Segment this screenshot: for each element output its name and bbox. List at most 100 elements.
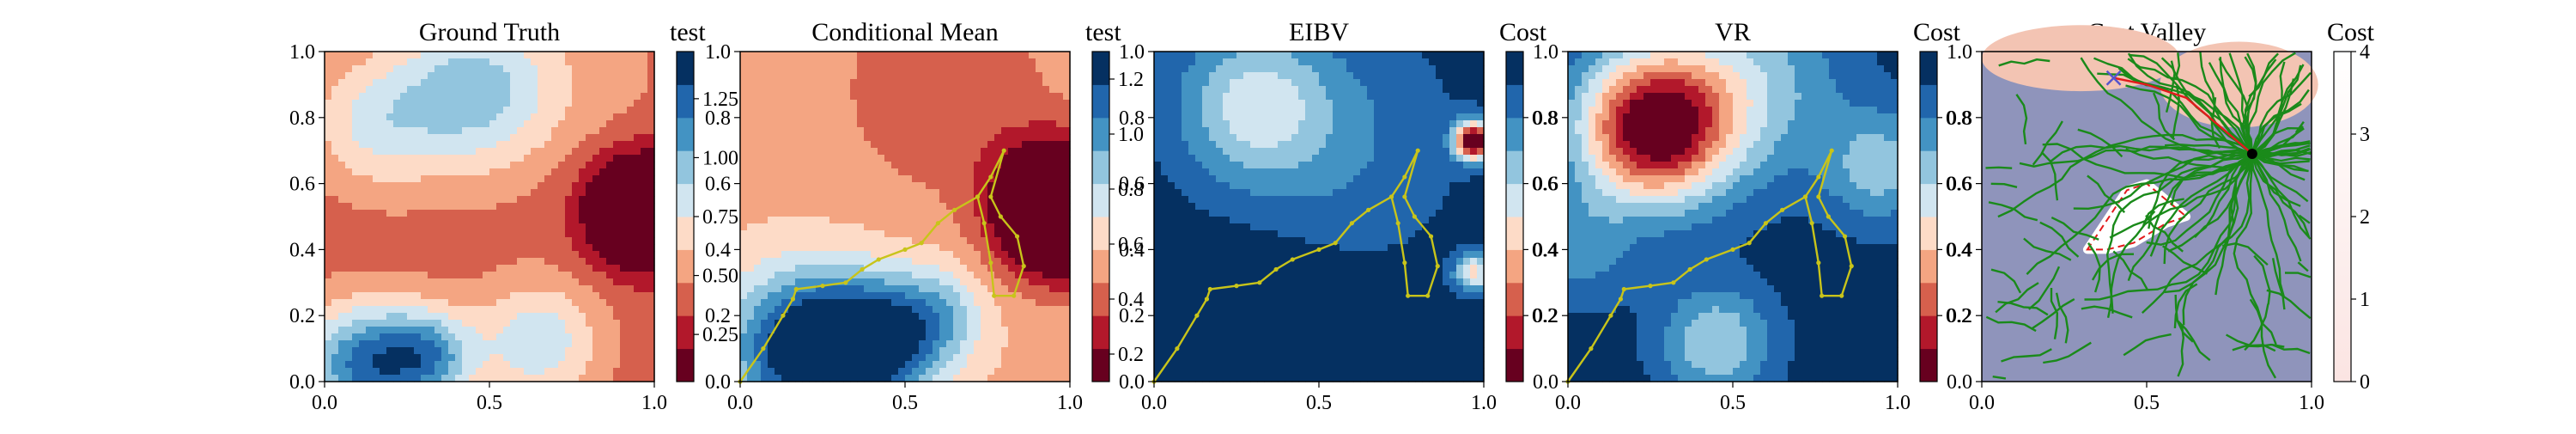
- heatmap-cell: [641, 306, 648, 314]
- heatmap-cell: [331, 306, 339, 314]
- heatmap-cell: [781, 86, 789, 94]
- heatmap-cell: [634, 251, 641, 259]
- heatmap-cell: [469, 320, 477, 327]
- heatmap-cell: [843, 65, 851, 73]
- heatmap-cell: [836, 189, 844, 197]
- heatmap-cell: [620, 127, 628, 135]
- heatmap-cell: [809, 258, 817, 266]
- heatmap-cell: [613, 244, 621, 252]
- heatmap-cell: [898, 237, 906, 245]
- heatmap-cell: [386, 86, 394, 94]
- heatmap-cell: [558, 237, 566, 245]
- heatmap-cell: [510, 182, 518, 190]
- heatmap-cell: [510, 113, 518, 121]
- heatmap-cell: [1243, 86, 1251, 94]
- heatmap-cell: [816, 58, 823, 66]
- heatmap-cell: [414, 368, 422, 376]
- heatmap-cell: [476, 251, 483, 259]
- heatmap-cell: [857, 182, 865, 190]
- heatmap-cell: [579, 217, 586, 224]
- heatmap-cell: [352, 58, 360, 66]
- heatmap-cell: [836, 265, 844, 272]
- heatmap-cell: [960, 244, 968, 252]
- heatmap-cell: [476, 340, 483, 348]
- heatmap-cell: [878, 182, 885, 190]
- heatmap-cell: [352, 162, 360, 169]
- heatmap-cell: [558, 93, 566, 101]
- heatmap-cell: [953, 196, 961, 204]
- heatmap-cell: [953, 368, 961, 376]
- heatmap-cell: [448, 196, 456, 204]
- heatmap-cell: [1049, 258, 1057, 266]
- heatmap-cell: [634, 127, 641, 135]
- heatmap-cell: [823, 127, 830, 135]
- heatmap-cell: [599, 107, 607, 114]
- heatmap-cell: [448, 58, 456, 66]
- heatmap-cell: [489, 333, 497, 341]
- heatmap-cell: [1056, 182, 1064, 190]
- heatmap-cell: [517, 58, 525, 66]
- heatmap-cell: [373, 278, 380, 286]
- heatmap-cell: [538, 354, 545, 362]
- heatmap-cell: [974, 285, 981, 293]
- heatmap-cell: [352, 237, 360, 245]
- heatmap-cell: [953, 86, 961, 94]
- heatmap-cell: [788, 265, 796, 272]
- heatmap-cell: [531, 340, 538, 348]
- heatmap-cell: [1257, 65, 1265, 73]
- heatmap-cell: [1042, 93, 1050, 101]
- heatmap-cell: [366, 93, 374, 101]
- heatmap-cell: [503, 134, 511, 142]
- heatmap-cell: [421, 175, 428, 183]
- heatmap-cell: [599, 313, 607, 321]
- heatmap-cell: [496, 354, 504, 362]
- heatmap-cell: [795, 320, 803, 327]
- heatmap-cell: [994, 79, 1002, 87]
- heatmap-cell: [331, 148, 339, 156]
- heatmap-cell: [802, 107, 810, 114]
- heatmap-cell: [850, 347, 858, 355]
- heatmap-cell: [503, 306, 511, 314]
- heatmap-cell: [428, 347, 435, 355]
- heatmap-cell: [761, 361, 769, 369]
- heatmap-cell: [1049, 368, 1057, 376]
- heatmap-cell: [884, 196, 892, 204]
- heatmap-cell: [843, 217, 851, 224]
- heatmap-cell: [606, 272, 614, 279]
- heatmap-cell: [572, 134, 580, 142]
- heatmap-cell: [380, 278, 387, 286]
- heatmap-cell: [366, 120, 374, 128]
- colorbar-tick-label: 1.00: [702, 147, 738, 169]
- heatmap-cell: [788, 230, 796, 238]
- heatmap-cell: [843, 79, 851, 87]
- heatmap-cell: [606, 258, 614, 266]
- heatmap-cell: [1056, 327, 1064, 334]
- heatmap-cell: [953, 292, 961, 300]
- heatmap-cell: [407, 244, 415, 252]
- heatmap-cell: [517, 127, 525, 135]
- heatmap-cell: [974, 313, 981, 321]
- heatmap-cell: [489, 196, 497, 204]
- heatmap-cell: [517, 313, 525, 321]
- heatmap-cell: [809, 237, 817, 245]
- heatmap-cell: [544, 217, 552, 224]
- heatmap-cell: [768, 148, 775, 156]
- heatmap-cell: [1001, 72, 1009, 80]
- heatmap-cell: [1029, 120, 1036, 128]
- heatmap-cell: [544, 100, 552, 107]
- heatmap-cell: [380, 141, 387, 149]
- heatmap-cell: [1001, 265, 1009, 272]
- heatmap-cell: [1408, 65, 1416, 73]
- heatmap-cell: [740, 93, 748, 101]
- heatmap-cell: [1001, 162, 1009, 169]
- heatmap-cell: [421, 223, 428, 231]
- heatmap-cell: [823, 223, 830, 231]
- heatmap-cell: [987, 134, 995, 142]
- heatmap-cell: [469, 340, 477, 348]
- heatmap-cell: [967, 148, 975, 156]
- heatmap-cell: [747, 107, 755, 114]
- heatmap-cell: [641, 100, 648, 107]
- heatmap-cell: [1008, 86, 1016, 94]
- heatmap-cell: [359, 361, 367, 369]
- heatmap-cell: [627, 313, 635, 321]
